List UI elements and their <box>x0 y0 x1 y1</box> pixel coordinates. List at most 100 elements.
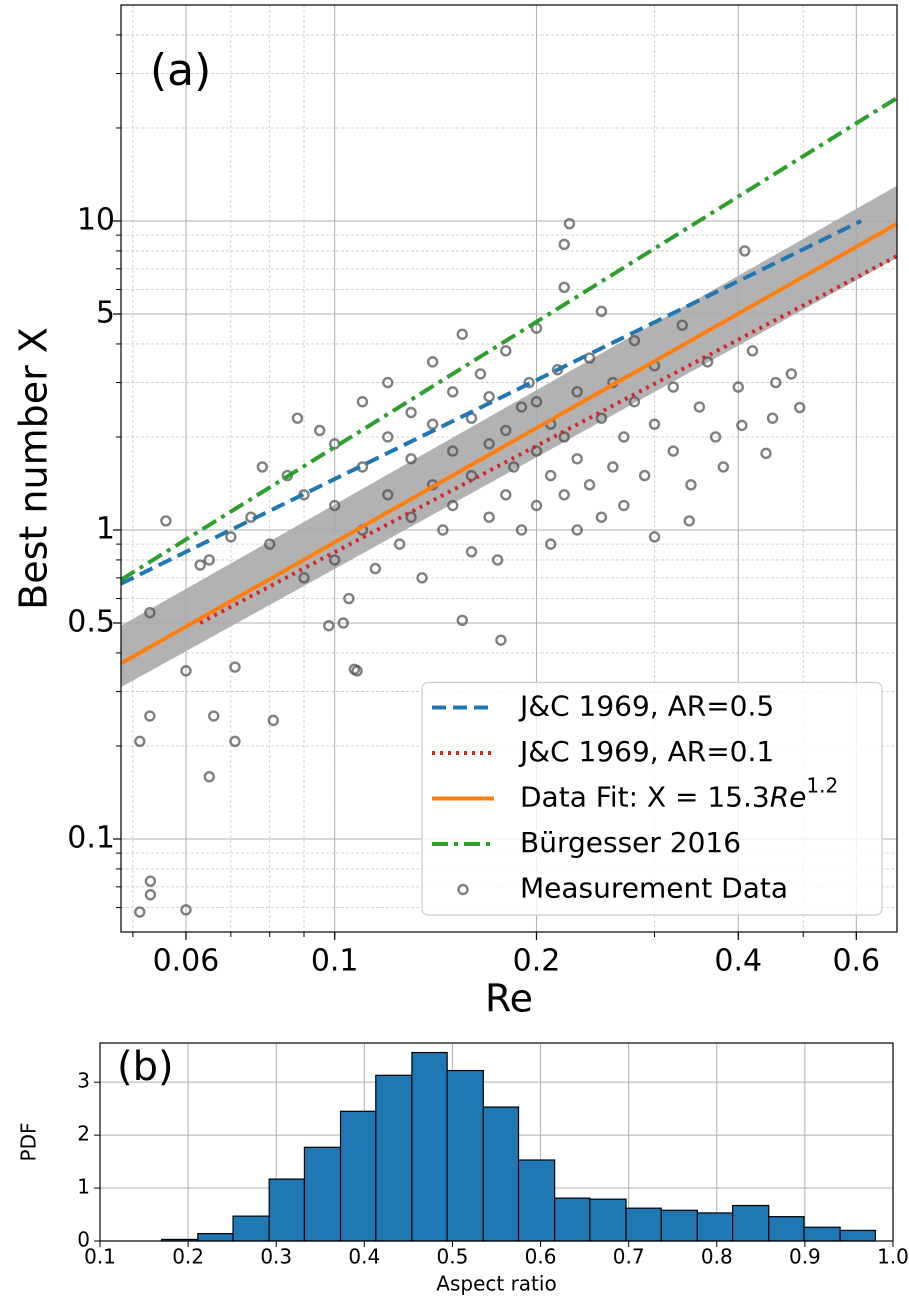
fit-line <box>119 96 899 582</box>
data-point <box>225 531 237 543</box>
data-point <box>628 396 641 408</box>
panel-label: (a) <box>150 45 211 96</box>
data-point <box>323 620 335 632</box>
y-axis-label: PDF <box>17 1123 41 1162</box>
data-point <box>739 245 751 257</box>
data-point <box>530 499 543 512</box>
data-point <box>648 418 661 430</box>
histogram-bar <box>517 1159 556 1242</box>
data-point <box>760 447 772 460</box>
fit-line <box>120 221 898 666</box>
data-point <box>203 771 215 783</box>
data-point <box>515 524 528 536</box>
data-point <box>628 334 641 347</box>
data-point <box>180 665 192 677</box>
x-tick-label: 0.7 <box>613 1245 645 1269</box>
y-tick-label: 0 <box>77 1228 90 1252</box>
x-tick-label: 0.6 <box>832 944 880 979</box>
histogram-bar <box>232 1215 270 1242</box>
data-point <box>530 445 543 457</box>
data-point <box>500 424 512 437</box>
x-tick-label: 0.5 <box>437 1245 469 1269</box>
data-point <box>500 345 512 357</box>
data-point <box>685 479 697 491</box>
data-point <box>495 634 507 646</box>
x-tick-label: 0.4 <box>714 944 762 979</box>
x-tick-label: 0.9 <box>789 1245 821 1269</box>
legend-label: Data Fit: X = 15.3Re1.2 <box>520 773 838 814</box>
data-point <box>144 889 157 901</box>
data-point <box>298 572 310 584</box>
data-point <box>144 710 156 722</box>
data-point <box>369 562 382 575</box>
histogram-bar <box>411 1051 448 1242</box>
data-point <box>382 431 394 443</box>
data-point <box>437 524 449 536</box>
data-point <box>667 381 680 393</box>
confidence-band <box>121 185 897 688</box>
data-point <box>328 499 341 512</box>
data-point <box>491 554 504 566</box>
data-point <box>558 489 570 501</box>
data-point <box>701 356 714 368</box>
fit-line <box>120 219 863 586</box>
y-tick-label: 2 <box>77 1122 90 1146</box>
y-tick-label: 10 <box>77 202 115 237</box>
x-tick-label: 0.1 <box>311 944 359 979</box>
data-point <box>508 461 520 473</box>
data-point <box>638 469 651 482</box>
data-point <box>405 511 417 523</box>
data-point <box>544 538 557 550</box>
data-point <box>732 381 744 393</box>
histogram-bar <box>554 1197 591 1242</box>
data-point <box>571 386 583 398</box>
legend-label: J&C 1969, AR=0.5 <box>518 690 774 723</box>
data-point <box>447 499 459 512</box>
histogram-bar <box>446 1069 484 1242</box>
data-point <box>709 431 722 443</box>
data-point <box>382 489 394 501</box>
data-point <box>144 606 156 619</box>
plot-frame <box>120 4 898 933</box>
data-point <box>351 665 363 677</box>
data-point <box>447 386 459 398</box>
data-point <box>405 453 417 465</box>
data-point <box>314 424 326 437</box>
y-tick-label: 1 <box>77 1175 90 1199</box>
data-point <box>483 390 495 403</box>
data-point <box>648 531 661 543</box>
y-tick-label: 5 <box>96 296 115 331</box>
data-point <box>794 401 806 414</box>
data-point <box>571 524 583 536</box>
data-point <box>558 281 570 294</box>
legend-label: J&C 1969, AR=0.1 <box>518 735 774 768</box>
data-point <box>595 305 608 318</box>
y-tick-label: 3 <box>77 1069 90 1093</box>
data-point <box>405 406 417 419</box>
data-point <box>523 376 535 389</box>
data-point <box>160 515 172 527</box>
x-tick-label: 1.0 <box>877 1245 909 1269</box>
data-point <box>426 356 439 368</box>
data-point <box>456 328 468 340</box>
data-point <box>530 396 543 408</box>
data-point <box>766 412 779 424</box>
histogram-bar <box>660 1209 698 1242</box>
data-point <box>483 438 495 450</box>
data-point <box>500 489 512 501</box>
legend-box <box>421 681 883 916</box>
data-point <box>134 735 146 748</box>
histogram-bar <box>768 1216 805 1242</box>
y-tick-label: 0.1 <box>67 820 115 855</box>
data-point <box>203 554 215 566</box>
histogram-bar <box>197 1232 234 1242</box>
data-point <box>736 419 748 432</box>
histogram-bar <box>482 1106 520 1242</box>
data-point <box>291 412 304 424</box>
data-point <box>693 401 706 413</box>
data-point <box>717 461 730 473</box>
data-point <box>483 511 495 523</box>
data-point <box>558 238 570 251</box>
histogram-bar <box>839 1229 876 1242</box>
